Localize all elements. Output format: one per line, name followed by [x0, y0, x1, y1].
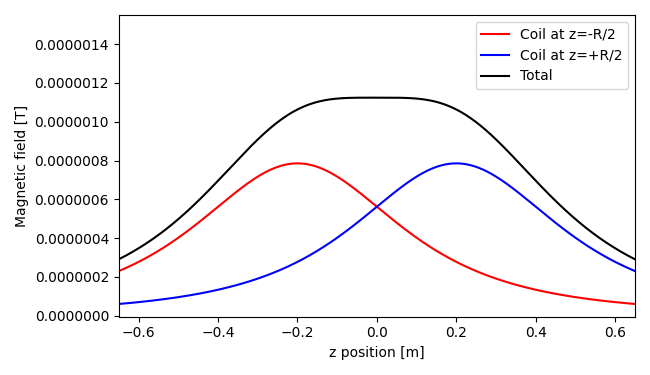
- Coil at z=+R/2: [168, 296, 176, 300]
- Coil at z=+R/2: [518, 193, 526, 198]
- Coil at z=-R/2: [631, 302, 639, 306]
- Coil at z=+R/2: [324, 242, 332, 247]
- Coil at z=-R/2: [470, 268, 478, 272]
- Line: Coil at z=+R/2: Coil at z=+R/2: [119, 164, 635, 304]
- Line: Total: Total: [119, 98, 635, 259]
- Total: [372, 95, 380, 100]
- Coil at z=+R/2: [115, 302, 123, 306]
- Coil at z=+R/2: [631, 269, 639, 273]
- Total: [115, 257, 123, 261]
- Coil at z=+R/2: [470, 164, 478, 168]
- Total: [527, 174, 535, 178]
- Coil at z=-R/2: [518, 284, 526, 289]
- Total: [470, 118, 478, 123]
- Coil at z=-R/2: [527, 286, 535, 291]
- Coil at z=+R/2: [452, 161, 460, 166]
- Line: Coil at z=-R/2: Coil at z=-R/2: [119, 164, 635, 304]
- Total: [168, 223, 176, 227]
- Coil at z=-R/2: [343, 181, 350, 185]
- Coil at z=+R/2: [527, 201, 535, 205]
- Coil at z=-R/2: [324, 169, 332, 174]
- Y-axis label: Magnetic field [T]: Magnetic field [T]: [15, 105, 29, 227]
- Coil at z=-R/2: [168, 240, 176, 245]
- Total: [518, 164, 526, 168]
- Total: [324, 98, 332, 102]
- Legend: Coil at z=-R/2, Coil at z=+R/2, Total: Coil at z=-R/2, Coil at z=+R/2, Total: [476, 22, 628, 89]
- Coil at z=-R/2: [115, 269, 123, 273]
- X-axis label: z position [m]: z position [m]: [329, 346, 424, 360]
- Coil at z=-R/2: [294, 161, 302, 166]
- Total: [631, 257, 639, 261]
- Total: [343, 96, 350, 100]
- Coil at z=+R/2: [343, 229, 350, 234]
